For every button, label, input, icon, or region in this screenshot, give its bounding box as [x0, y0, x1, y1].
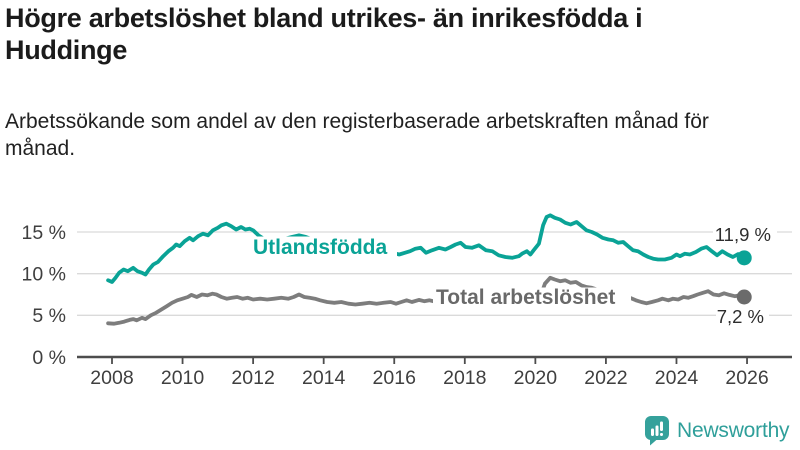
y-tick-label: 0 %	[32, 347, 66, 369]
x-tick-label: 2008	[90, 367, 133, 389]
x-tick-label: 2014	[302, 367, 346, 389]
chart-title: Högre arbetslöshet bland utrikes- än inr…	[5, 3, 643, 66]
chart-subtitle: Arbetssökande som andel av den registerb…	[5, 110, 709, 161]
newsworthy-logo: Newsworthy	[644, 415, 790, 446]
series-label-mask	[250, 236, 397, 259]
series-line-utlandsfodda	[106, 213, 747, 284]
series-end-dot-utlandsfodda	[736, 250, 752, 266]
series-label-mask	[433, 287, 631, 309]
y-tick-label: 15 %	[22, 222, 66, 244]
newsworthy-logo-icon	[645, 416, 669, 446]
end-value-label-total: 7,2 %	[717, 306, 764, 327]
x-tick-label: 2018	[443, 367, 486, 389]
series-label-total: Total arbetslöshet	[436, 286, 615, 309]
y-tick-label: 5 %	[32, 305, 66, 327]
series-label-utlandsfodda: Utlandsfödda	[253, 236, 387, 259]
x-tick-label: 2024	[655, 367, 699, 389]
x-tick-label: 2016	[373, 367, 416, 389]
x-tick-label: 2026	[725, 367, 768, 389]
x-tick-label: 2022	[584, 367, 627, 389]
series-end-dot-total	[736, 289, 752, 305]
series-line-total	[106, 275, 747, 326]
end-label-mask	[713, 225, 777, 246]
x-tick-label: 2020	[514, 367, 558, 389]
y-tick-label: 10 %	[22, 263, 66, 285]
x-tick-label: 2012	[231, 367, 274, 389]
x-tick-label: 2010	[161, 367, 205, 389]
end-value-label-utlandsfodda: 11,9 %	[715, 224, 771, 245]
end-label-mask	[716, 307, 769, 328]
newsworthy-logo-text: Newsworthy	[677, 418, 790, 442]
